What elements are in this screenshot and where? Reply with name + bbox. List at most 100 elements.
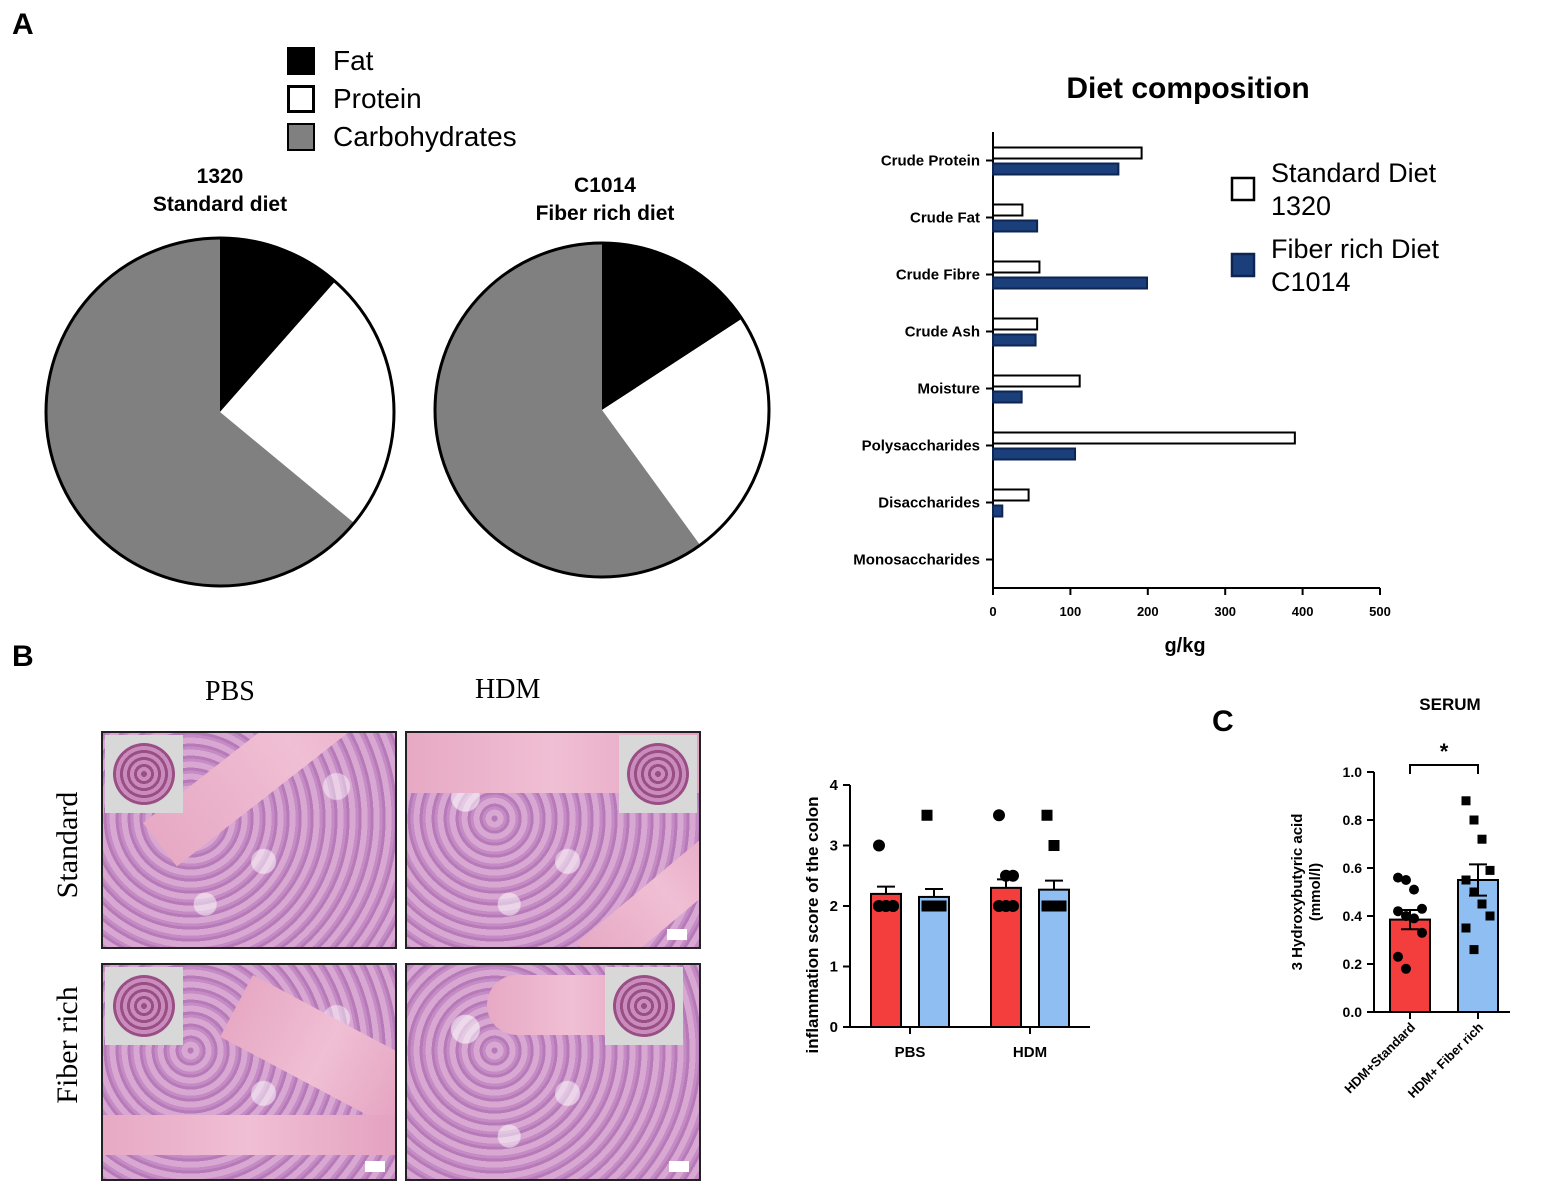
diet-category-label-disaccharides: Disaccharides bbox=[878, 495, 980, 512]
legend-item-carbohydrates: Carbohydrates bbox=[287, 118, 517, 156]
pie-slice-protein bbox=[220, 281, 394, 523]
serum-data-point bbox=[1409, 913, 1419, 924]
inflam-data-point bbox=[921, 809, 933, 821]
inflammation-chart: inflammation score of the colon 0 1 2 3 4 PBS… bbox=[803, 777, 1090, 1061]
histology-inset-standard-pbs bbox=[105, 735, 183, 813]
inflam-y-tick-label: 4 bbox=[830, 777, 839, 794]
legend-item-fat: Fat bbox=[287, 42, 517, 80]
inflam-data-point bbox=[1055, 900, 1067, 912]
diet-legend-label-fiber-rich-diet-c1014-line1: Fiber rich Diet bbox=[1271, 234, 1440, 264]
serum-data-point bbox=[1417, 927, 1427, 938]
inflam-data-point bbox=[1007, 900, 1019, 912]
serum-data-point bbox=[1393, 906, 1403, 917]
inflam-data-point bbox=[887, 900, 899, 912]
diet-composition-chart: Diet composition 0 100 200 300 400 500 Crude P… bbox=[853, 72, 1440, 657]
serum-ylabel-line1: 3 Hydroxybutyric acid bbox=[1289, 814, 1306, 971]
diet-category-label-crude-ash: Crude Ash bbox=[905, 324, 980, 341]
serum-data-point bbox=[1485, 865, 1495, 875]
histology-image-fiber-pbs bbox=[101, 963, 397, 1181]
pie-slice-fat bbox=[602, 243, 742, 410]
pie-outline bbox=[433, 241, 771, 579]
serum-data-point bbox=[1401, 963, 1411, 974]
inflam-data-point bbox=[1041, 809, 1053, 821]
inflam-bar-pbs-s2 bbox=[918, 895, 950, 1028]
serum-data-point bbox=[1469, 815, 1479, 825]
serum-ylabel-line2: (mmol/l) bbox=[1307, 863, 1324, 921]
legend-label-protein: Protein bbox=[333, 83, 422, 114]
diet-category-label-polysaccharides: Polysaccharides bbox=[862, 438, 980, 455]
legend-label-fat: Fat bbox=[333, 45, 374, 76]
pie-title-standard-line1: 1320 bbox=[196, 165, 244, 188]
legend-swatch-fat bbox=[287, 47, 315, 75]
inflam-data-point bbox=[1048, 900, 1060, 912]
serum-data-point bbox=[1469, 945, 1479, 955]
serum-data-point bbox=[1393, 872, 1403, 883]
histology-col-label-hdm: HDM bbox=[475, 674, 541, 705]
diet-category-label-moisture: Moisture bbox=[917, 381, 980, 398]
diet-bar-standard-diet-1320-crude-fibre bbox=[992, 260, 1041, 274]
legend-label-carbohydrates: Carbohydrates bbox=[333, 121, 517, 152]
pie-title-fiber: C1014 Fiber rich diet bbox=[495, 172, 715, 228]
diet-x-tick-label: 0 bbox=[989, 604, 996, 619]
diet-bar-fiber-rich-diet-c1014-crude-fat bbox=[992, 219, 1039, 233]
serum-data-point bbox=[1469, 887, 1479, 897]
diet-x-tick-label: 400 bbox=[1292, 604, 1314, 619]
legend-item-protein: Protein bbox=[287, 80, 517, 118]
diet-bar-standard-diet-1320-crude-ash bbox=[992, 317, 1039, 331]
diet-category-label-crude-protein: Crude Protein bbox=[881, 153, 980, 170]
diet-x-tick-label: 200 bbox=[1137, 604, 1159, 619]
diet-legend-label-standard-diet-1320-line1: Standard Diet bbox=[1271, 158, 1437, 188]
scale-bar bbox=[365, 1161, 385, 1172]
serum-y-tick-label: 0.8 bbox=[1343, 812, 1363, 828]
diet-x-tick-label: 300 bbox=[1214, 604, 1236, 619]
diet-chart-title: Diet composition bbox=[1066, 72, 1309, 105]
serum-y-tick-label: 0.6 bbox=[1343, 860, 1363, 876]
serum-title: SERUM bbox=[1419, 695, 1480, 714]
diet-bar-fiber-rich-diet-c1014-disaccharides bbox=[992, 504, 1004, 518]
inflam-data-point bbox=[921, 900, 933, 912]
pie-chart-fiber bbox=[433, 241, 771, 579]
pie-outline bbox=[44, 236, 396, 588]
pie-title-standard: 1320 Standard diet bbox=[110, 163, 330, 219]
histology-inset-fiber-hdm bbox=[605, 967, 683, 1045]
histology-inset-standard-hdm bbox=[619, 735, 697, 813]
diet-chart-xlabel: g/kg bbox=[1164, 635, 1205, 657]
serum-chart: SERUM 3 Hydroxybutyric acid (mmol/l) 0.0… bbox=[1289, 695, 1510, 1101]
serum-data-point bbox=[1477, 834, 1487, 844]
serum-category-label-hdm-fiber-rich: HDM+ Fiber rich bbox=[1405, 1019, 1486, 1100]
inflam-bar-hdm-s2 bbox=[1038, 888, 1070, 1028]
serum-y-tick-label: 0.2 bbox=[1343, 956, 1363, 972]
diet-legend-label-standard-diet-1320-line2: 1320 bbox=[1271, 191, 1331, 221]
inflam-category-label-pbs: PBS bbox=[895, 1044, 926, 1061]
diet-bar-standard-diet-1320-moisture bbox=[992, 374, 1081, 388]
serum-data-point bbox=[1401, 911, 1411, 921]
diet-bar-standard-diet-1320-crude-protein bbox=[992, 146, 1143, 160]
pie-legend: Fat Protein Carbohydrates bbox=[287, 42, 517, 156]
serum-category-label-hdm-standard: HDM+Standard bbox=[1341, 1019, 1418, 1096]
inflam-data-point bbox=[928, 900, 940, 912]
diet-bar-fiber-rich-diet-c1014-crude-ash bbox=[992, 333, 1037, 347]
inflam-data-point bbox=[1007, 869, 1019, 882]
inflam-y-tick-label: 0 bbox=[830, 1019, 838, 1036]
serum-data-point bbox=[1461, 875, 1471, 885]
legend-swatch-carbohydrates bbox=[287, 123, 315, 151]
panel-label-a: A bbox=[12, 8, 34, 41]
pie-slice-carbohydrates bbox=[45, 238, 355, 586]
pie-title-fiber-line1: C1014 bbox=[574, 174, 636, 197]
serum-y-tick-label: 0.4 bbox=[1343, 908, 1363, 924]
serum-data-point bbox=[1461, 923, 1471, 933]
diet-bar-standard-diet-1320-crude-fat bbox=[992, 203, 1024, 217]
serum-data-point bbox=[1393, 951, 1403, 962]
diet-x-tick-label: 100 bbox=[1060, 604, 1082, 619]
inflam-data-point bbox=[935, 900, 947, 912]
diet-legend-swatch-fiber-rich-diet-c1014 bbox=[1230, 252, 1256, 278]
inflammation-ylabel: inflammation score of the colon bbox=[803, 797, 822, 1054]
serum-data-point bbox=[1485, 911, 1495, 921]
scale-bar bbox=[667, 929, 687, 940]
histology-image-standard-hdm bbox=[405, 731, 701, 949]
inflam-data-point bbox=[1041, 900, 1053, 912]
diet-category-label-crude-fibre: Crude Fibre bbox=[896, 267, 980, 284]
diet-bar-fiber-rich-diet-c1014-crude-protein bbox=[992, 162, 1120, 176]
inflam-data-point bbox=[1048, 840, 1060, 851]
pie-slice-carbohydrates bbox=[435, 243, 701, 577]
